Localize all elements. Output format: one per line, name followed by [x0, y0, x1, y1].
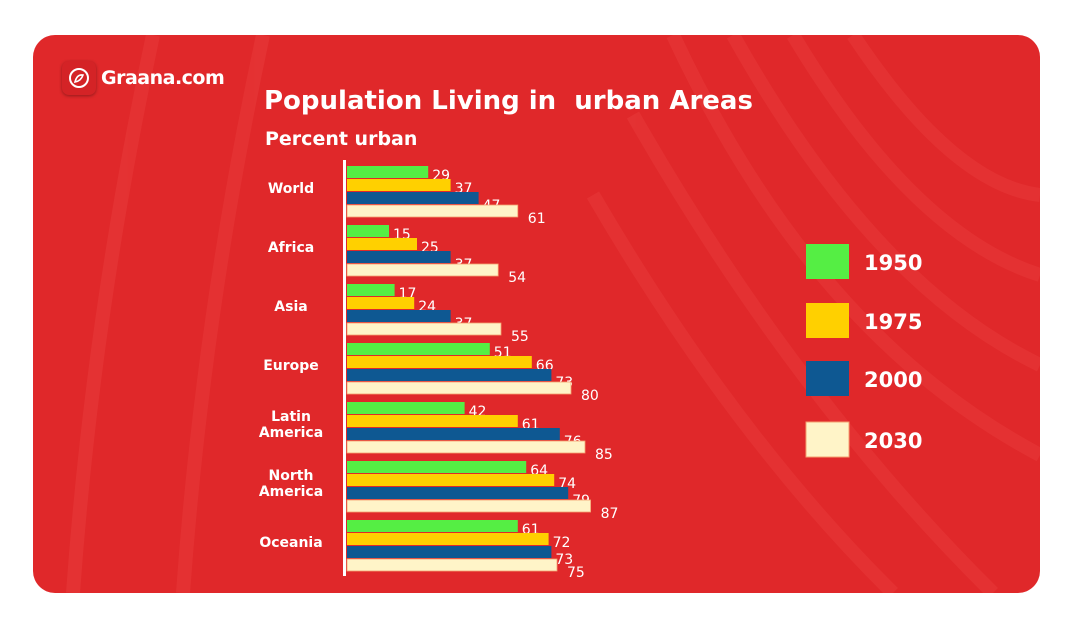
bar-2030: [346, 322, 502, 336]
category-label: Africa: [268, 240, 314, 256]
value-label: 61: [528, 211, 546, 227]
bar-2000: [347, 251, 451, 263]
category-label: North: [269, 468, 314, 484]
brand-logo: Graana.com: [62, 61, 225, 95]
bar-1975: [347, 474, 555, 486]
bar-1975: [347, 297, 415, 309]
bar-2030: [346, 558, 558, 572]
value-label: 85: [595, 447, 613, 463]
chart-title: Population Living in urban Areas: [264, 86, 753, 116]
chart-subtitle: Percent urban: [265, 128, 418, 150]
bar-2000: [347, 310, 451, 322]
bar-2000: [347, 192, 479, 204]
bar-2030: [346, 499, 592, 513]
bar-1950: [347, 225, 389, 237]
value-label: 80: [581, 388, 599, 404]
bar-2030: [346, 440, 586, 454]
bar-1975: [347, 356, 532, 368]
category-label: America: [259, 484, 323, 500]
bar-1975: [347, 238, 417, 250]
bar-1950: [347, 284, 395, 296]
legend-swatch-2000: [806, 361, 849, 396]
legend-label: 1975: [864, 310, 922, 334]
category-label: Asia: [274, 299, 307, 315]
value-label: 73: [555, 552, 573, 568]
category-label: World: [268, 181, 314, 197]
bar-2000: [347, 487, 569, 499]
category-label: Latin: [271, 409, 311, 425]
bar-2030: [346, 263, 499, 277]
legend-label: 1950: [864, 251, 922, 275]
bar-1950: [347, 461, 527, 473]
background-stripes: [66, 35, 1040, 593]
value-label: 54: [508, 270, 526, 286]
bar-2030: [346, 381, 572, 395]
bar-1950: [347, 166, 429, 178]
bar-2000: [347, 428, 560, 440]
category-label: Oceania: [259, 535, 322, 551]
legend-label: 2000: [864, 368, 922, 392]
category-label: Europe: [263, 358, 319, 374]
bar-1950: [347, 343, 490, 355]
bar-1950: [347, 520, 518, 532]
bar-1950: [347, 402, 465, 414]
brand-name: Graana.com: [101, 67, 225, 89]
bar-2030: [346, 204, 519, 218]
bar-1975: [347, 415, 518, 427]
value-label: 75: [567, 565, 585, 581]
bar-1975: [347, 179, 451, 191]
value-label: 55: [511, 329, 529, 345]
value-label: 72: [553, 535, 571, 551]
y-axis-line: [343, 160, 346, 576]
logo-icon: [62, 61, 96, 95]
category-label: America: [259, 425, 323, 441]
legend-swatch-1950: [806, 244, 849, 279]
bar-1975: [347, 533, 549, 545]
bar-2000: [347, 546, 552, 558]
legend-swatch-1975: [806, 303, 849, 338]
legend-swatch-2030: [805, 421, 850, 458]
bar-2000: [347, 369, 552, 381]
value-label: 87: [601, 506, 619, 522]
legend-label: 2030: [864, 429, 922, 453]
